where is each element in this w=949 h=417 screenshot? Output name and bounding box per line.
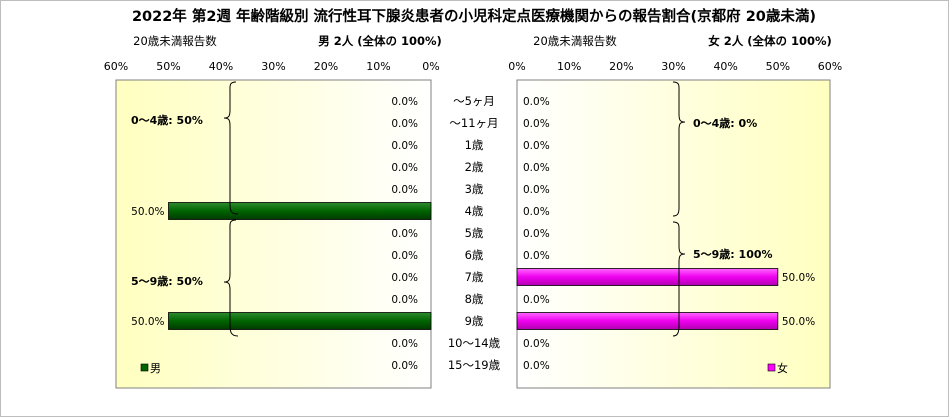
left-x-tick: 20%	[314, 60, 338, 73]
left-x-tick: 50%	[156, 60, 180, 73]
right-brace-0-4	[672, 81, 686, 217]
left-caption: 20歳未満報告数	[133, 34, 217, 48]
male-legend-label: 男	[150, 362, 161, 375]
male-data-label: 50.0%	[131, 316, 164, 328]
male-data-label: 0.0%	[391, 184, 418, 196]
left-plot-area	[115, 79, 432, 389]
male-data-label: 0.0%	[391, 294, 418, 306]
category-label: 4歳	[465, 204, 484, 218]
right-caption: 20歳未満報告数	[533, 34, 617, 48]
category-label: ～5ヶ月	[453, 94, 495, 108]
female-bar	[516, 312, 779, 330]
category-label: 15～19歳	[448, 358, 501, 372]
left-brace-0-4	[223, 81, 239, 215]
left-total-label: 男 2人 (全体の 100%)	[318, 34, 442, 48]
male-legend-swatch	[140, 363, 149, 372]
female-data-label: 0.0%	[523, 118, 550, 130]
right-total-label: 女 2人 (全体の 100%)	[708, 34, 832, 48]
male-bar	[168, 202, 432, 220]
right-x-tick: 10%	[557, 60, 581, 73]
female-data-label: 0.0%	[523, 162, 550, 174]
male-data-label: 0.0%	[391, 118, 418, 130]
left-bars	[168, 202, 432, 330]
category-labels: ～5ヶ月 ～11ヶ月 1歳 2歳 3歳 4歳 5歳 6歳 7歳 8歳 9歳 10～14歳 15～19歳	[448, 94, 501, 372]
left-x-tick: 40%	[209, 60, 233, 73]
male-data-label: 0.0%	[391, 228, 418, 240]
left-data-labels: 0.0% 0.0% 0.0% 0.0% 0.0% 50.0% 0.0% 0.0% 0.0% 0.0…	[131, 96, 418, 372]
left-brace-label-5-9: 5～9歳: 50%	[131, 274, 203, 288]
right-x-tick: 30%	[661, 60, 685, 73]
right-plot-area	[516, 79, 831, 389]
female-data-label: 50.0%	[782, 272, 815, 284]
category-label: 1歳	[465, 138, 484, 152]
female-bar	[516, 268, 779, 286]
male-data-label: 50.0%	[131, 206, 164, 218]
female-data-label: 50.0%	[782, 316, 815, 328]
female-data-label: 0.0%	[523, 184, 550, 196]
category-label: 5歳	[465, 226, 484, 240]
left-brace-5-9	[223, 219, 239, 337]
female-data-label: 0.0%	[523, 338, 550, 350]
right-data-labels: 0.0% 0.0% 0.0% 0.0% 0.0% 0.0% 0.0% 0.0% 50.0% 0.0…	[523, 96, 815, 372]
right-x-tick: 0%	[508, 60, 525, 73]
left-x-tick: 10%	[366, 60, 390, 73]
female-data-label: 0.0%	[523, 206, 550, 218]
right-brace-5-9	[672, 221, 686, 337]
male-data-label: 0.0%	[391, 140, 418, 152]
chart-title: 2022年 第2週 年齢階級別 流行性耳下腺炎患者の小児科定点医療機関からの報告…	[132, 7, 816, 25]
right-x-tick: 60%	[818, 60, 842, 73]
category-label: 9歳	[465, 314, 484, 328]
right-x-tick: 20%	[609, 60, 633, 73]
right-x-axis: 0% 10% 20% 30% 40% 50% 60%	[508, 60, 842, 73]
female-legend-swatch	[767, 363, 776, 372]
male-data-label: 0.0%	[391, 338, 418, 350]
male-data-label: 0.0%	[391, 162, 418, 174]
left-x-axis: 60% 50% 40% 30% 20% 10% 0%	[104, 60, 440, 73]
right-bars	[516, 268, 779, 330]
category-label: ～11ヶ月	[449, 116, 498, 130]
left-brace-label-0-4: 0～4歳: 50%	[131, 113, 203, 127]
male-data-label: 0.0%	[391, 360, 418, 372]
female-data-label: 0.0%	[523, 294, 550, 306]
right-x-tick: 50%	[766, 60, 790, 73]
right-brace-label-0-4: 0～4歳: 0%	[693, 116, 757, 130]
male-data-label: 0.0%	[391, 272, 418, 284]
female-data-label: 0.0%	[523, 360, 550, 372]
category-label: 10～14歳	[448, 336, 501, 350]
left-x-tick: 60%	[104, 60, 128, 73]
female-data-label: 0.0%	[523, 250, 550, 262]
left-x-tick: 30%	[261, 60, 285, 73]
female-legend-label: 女	[777, 361, 788, 375]
category-label: 6歳	[465, 248, 484, 262]
male-bar	[168, 312, 432, 330]
female-data-label: 0.0%	[523, 228, 550, 240]
left-x-tick: 0%	[422, 60, 439, 73]
right-x-tick: 40%	[713, 60, 737, 73]
category-label: 8歳	[465, 292, 484, 306]
male-data-label: 0.0%	[391, 250, 418, 262]
category-label: 7歳	[465, 270, 484, 284]
female-data-label: 0.0%	[523, 140, 550, 152]
female-data-label: 0.0%	[523, 96, 550, 108]
category-label: 2歳	[465, 160, 484, 174]
right-brace-label-5-9: 5～9歳: 100%	[693, 247, 773, 261]
category-label: 3歳	[465, 182, 484, 196]
male-data-label: 0.0%	[391, 96, 418, 108]
